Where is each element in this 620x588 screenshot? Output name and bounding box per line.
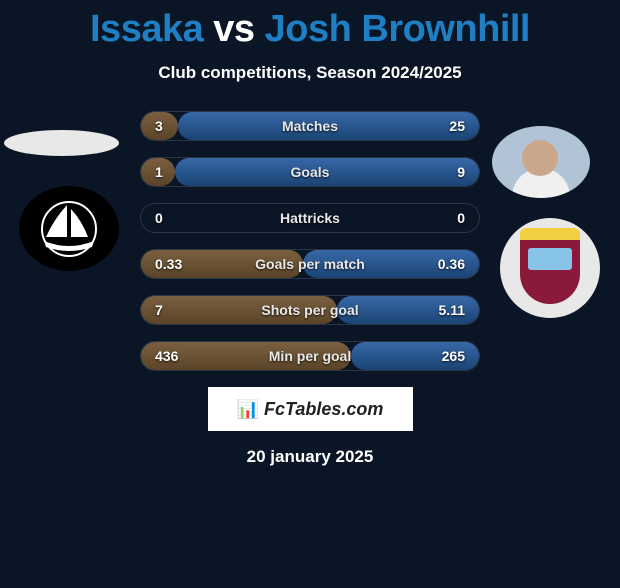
- player1-photo: [4, 130, 119, 156]
- date-text: 20 january 2025: [0, 447, 620, 467]
- player1-club-badge: [19, 186, 119, 271]
- stat-label: Hattricks: [280, 210, 340, 226]
- stat-left-value: 0.33: [155, 256, 182, 272]
- stat-left-value: 1: [155, 164, 163, 180]
- stat-row: 0.33 Goals per match 0.36: [140, 249, 480, 279]
- vs-text: vs: [213, 8, 254, 50]
- stat-row: 7 Shots per goal 5.11: [140, 295, 480, 325]
- player1-name: Issaka: [90, 8, 203, 50]
- stat-label: Shots per goal: [261, 302, 358, 318]
- stat-row: 436 Min per goal 265: [140, 341, 480, 371]
- comparison-title: Issaka vs Josh Brownhill: [0, 8, 620, 51]
- stat-left-value: 7: [155, 302, 163, 318]
- stat-label: Goals: [291, 164, 330, 180]
- stat-left-value: 3: [155, 118, 163, 134]
- stat-row: 0 Hattricks 0: [140, 203, 480, 233]
- stat-right-value: 0: [457, 210, 465, 226]
- player2-name: Josh Brownhill: [265, 8, 530, 50]
- stat-right-value: 0.36: [438, 256, 465, 272]
- stat-label: Goals per match: [255, 256, 365, 272]
- attribution-badge: 📊 FcTables.com: [208, 387, 413, 431]
- stat-right-value: 9: [457, 164, 465, 180]
- stats-container: 3 Matches 25 1 Goals 9 0 Hattricks 0 0.33 Goals pe…: [140, 111, 480, 371]
- shield-icon: [520, 232, 580, 304]
- sailboat-icon: [34, 199, 104, 259]
- stat-row: 1 Goals 9: [140, 157, 480, 187]
- stat-left-value: 0: [155, 210, 163, 226]
- stat-label: Min per goal: [269, 348, 351, 364]
- stat-right-value: 265: [442, 348, 465, 364]
- stat-right-value: 5.11: [439, 302, 465, 318]
- player2-photo: [492, 126, 590, 198]
- subtitle: Club competitions, Season 2024/2025: [0, 63, 620, 83]
- attribution-text: 📊 FcTables.com: [237, 399, 384, 420]
- stat-right-value: 25: [449, 118, 465, 134]
- stat-left-value: 436: [155, 348, 178, 364]
- stat-row: 3 Matches 25: [140, 111, 480, 141]
- player2-club-badge: [500, 218, 600, 318]
- stat-label: Matches: [282, 118, 338, 134]
